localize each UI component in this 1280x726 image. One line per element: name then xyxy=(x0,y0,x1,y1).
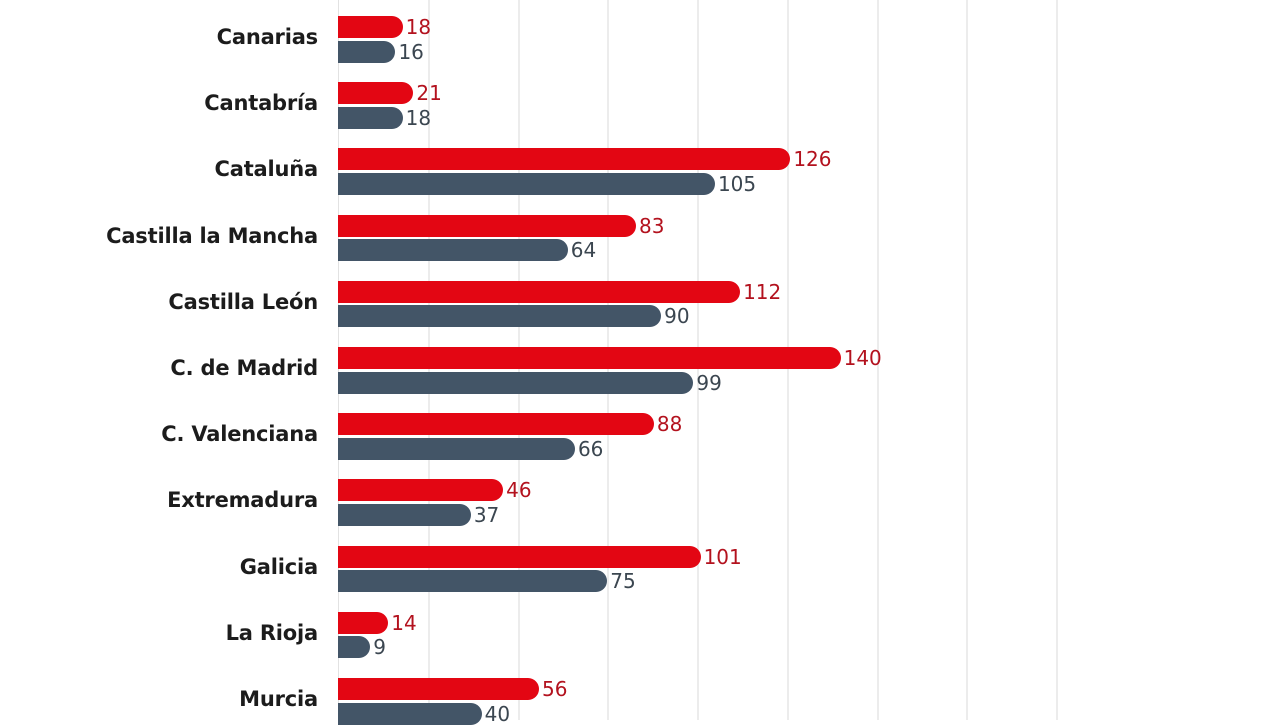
bar-red xyxy=(338,214,636,237)
value-label: 90 xyxy=(664,304,690,329)
value-label: 83 xyxy=(638,213,665,238)
bar-red xyxy=(338,611,389,634)
value-label: 101 xyxy=(703,544,742,569)
value-label: 40 xyxy=(484,701,511,726)
category-label: Murcia xyxy=(239,687,318,711)
bar-slate xyxy=(338,239,568,262)
bar-slate xyxy=(338,570,608,593)
bar-slate xyxy=(338,305,662,328)
bar-red xyxy=(338,678,540,700)
value-label: 46 xyxy=(506,478,532,503)
bar-red xyxy=(338,545,701,568)
bar-slate xyxy=(338,371,694,394)
value-label: 37 xyxy=(473,502,500,527)
gridline xyxy=(1056,0,1058,720)
value-label: 18 xyxy=(405,105,432,130)
value-label: 140 xyxy=(843,346,882,370)
category-label: Galicia xyxy=(239,554,318,579)
category-label: La Rioja xyxy=(225,620,319,645)
value-label: 75 xyxy=(610,569,636,594)
bar-slate xyxy=(338,40,396,63)
bar-red xyxy=(338,82,414,105)
category-label: Cataluña xyxy=(214,157,319,182)
category-label: C. de Madrid xyxy=(170,356,318,380)
value-label: 14 xyxy=(391,610,417,635)
value-label: 99 xyxy=(696,370,722,395)
bar-red xyxy=(338,479,504,502)
value-label: 9 xyxy=(373,635,387,660)
gridline xyxy=(877,0,879,720)
value-label: 105 xyxy=(717,171,757,196)
value-label: 112 xyxy=(743,279,782,304)
value-label: 56 xyxy=(542,677,568,701)
bar-slate xyxy=(338,437,575,460)
value-label: 21 xyxy=(416,81,442,106)
bar-slate xyxy=(338,106,403,129)
category-label: Cantabría xyxy=(204,91,318,116)
category-label: Castilla León xyxy=(168,289,318,314)
bar-red xyxy=(338,148,791,171)
bar-slate xyxy=(338,172,715,195)
value-label: 16 xyxy=(398,39,424,64)
value-label: 126 xyxy=(793,147,832,172)
bar-slate xyxy=(338,636,371,659)
value-label: 66 xyxy=(577,436,604,461)
bar-slate xyxy=(338,503,471,526)
bar-red xyxy=(338,347,841,369)
category-label: Castilla la Mancha xyxy=(106,223,318,248)
bar-red xyxy=(338,280,741,303)
category-label: C. Valenciana xyxy=(161,422,318,447)
value-label: 64 xyxy=(570,238,597,263)
category-label: Extremadura xyxy=(167,488,318,513)
category-label: Canarias xyxy=(216,25,319,49)
value-label: 88 xyxy=(656,412,683,437)
gridline xyxy=(966,0,968,720)
bar-red xyxy=(338,413,654,436)
value-label: 18 xyxy=(405,15,432,39)
bar-red xyxy=(338,16,403,38)
bar-slate xyxy=(338,702,482,725)
